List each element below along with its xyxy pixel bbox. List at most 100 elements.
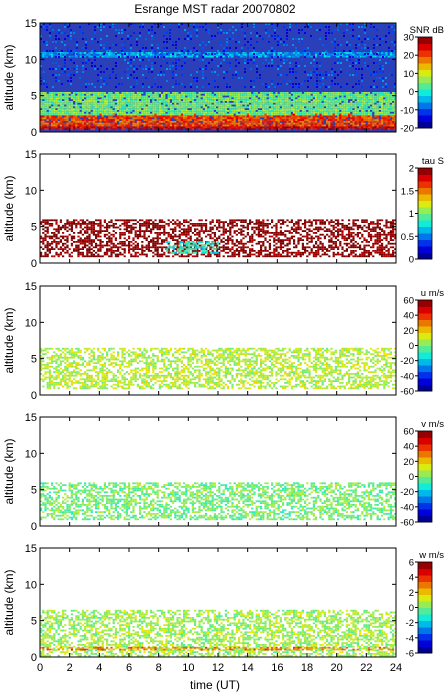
data-cell (40, 111, 43, 114)
data-cell (260, 99, 263, 101)
data-cell (53, 95, 56, 98)
data-cell (103, 119, 106, 121)
data-cell (315, 99, 318, 101)
data-cell (372, 97, 375, 100)
noise-cell (241, 29, 243, 31)
noise-cell (124, 29, 126, 31)
data-cell (125, 117, 128, 120)
data-cell (271, 104, 274, 107)
data-cell (365, 108, 368, 110)
data-cell (385, 117, 388, 120)
data-cell (130, 102, 133, 105)
data-cell (119, 121, 122, 123)
data-cell (174, 97, 177, 100)
data-cell (370, 128, 373, 131)
data-cell (370, 121, 373, 123)
data-cell (275, 97, 278, 100)
data-cell (178, 104, 181, 107)
data-cell (277, 101, 280, 103)
noise-cell (376, 71, 378, 73)
data-cell (227, 53, 230, 56)
noise-cell (304, 56, 306, 58)
data-cell (99, 128, 102, 131)
data-cell (117, 126, 120, 129)
noise-cell (223, 53, 225, 55)
noise-cell (358, 44, 360, 46)
data-cell (57, 224, 60, 227)
data-cell (90, 128, 93, 131)
data-cell (277, 99, 280, 101)
noise-cell (325, 32, 327, 34)
data-cell (178, 113, 181, 116)
data-cell (220, 95, 223, 98)
data-cell (62, 104, 65, 107)
data-cell (40, 110, 43, 112)
data-cell (341, 117, 344, 120)
noise-cell (163, 59, 165, 61)
data-cell (244, 124, 247, 127)
data-cell (191, 101, 194, 103)
noise-cell (307, 26, 309, 28)
data-cell (308, 111, 311, 114)
data-cell (317, 111, 320, 114)
data-cell (59, 122, 62, 125)
noise-cell (283, 62, 285, 64)
data-cell (374, 95, 377, 98)
data-cell (328, 122, 331, 125)
data-cell (216, 121, 219, 123)
data-cell (227, 52, 230, 54)
data-cell (112, 128, 115, 131)
data-cell (90, 121, 93, 123)
data-cell (253, 117, 256, 120)
noise-cell (184, 50, 186, 52)
data-cell (387, 117, 390, 120)
data-cell (178, 115, 181, 118)
data-cell (242, 122, 245, 125)
data-cell (284, 122, 287, 125)
data-cell (299, 97, 302, 100)
data-cell (268, 55, 271, 58)
data-cell (178, 101, 181, 103)
noise-cell (337, 44, 339, 46)
data-cell (253, 102, 256, 105)
data-cell (218, 122, 221, 125)
data-cell (361, 106, 364, 109)
data-cell (348, 92, 351, 94)
data-cell (147, 92, 150, 94)
data-cell (205, 124, 208, 127)
noise-cell (112, 71, 114, 73)
data-cell (383, 117, 386, 120)
data-cell (321, 115, 324, 118)
data-cell (143, 97, 146, 100)
data-cell (167, 115, 170, 118)
data-cell (323, 108, 326, 110)
data-cell (317, 122, 320, 125)
data-cell (238, 126, 241, 129)
data-cell (128, 115, 131, 118)
data-cell (55, 242, 58, 245)
data-cell (53, 115, 56, 118)
data-cell (90, 101, 93, 103)
data-cell (158, 101, 161, 103)
data-cell (264, 117, 267, 120)
data-cell (59, 104, 62, 107)
data-cell (297, 119, 300, 121)
data-cell (337, 102, 340, 105)
noise-cell (394, 86, 396, 88)
noise-cell (220, 23, 222, 25)
noise-cell (67, 35, 69, 37)
data-cell (59, 97, 62, 100)
data-cell (200, 124, 203, 127)
data-cell (317, 104, 320, 107)
noise-cell (52, 50, 54, 52)
noise-cell (310, 62, 312, 64)
noise-cell (85, 86, 87, 88)
data-cell (273, 119, 276, 121)
data-cell (286, 113, 289, 116)
data-cell (262, 52, 265, 54)
data-cell (205, 92, 208, 94)
data-cell (376, 124, 379, 127)
noise-cell (103, 77, 105, 79)
data-cell (341, 97, 344, 100)
data-cell (244, 122, 247, 125)
